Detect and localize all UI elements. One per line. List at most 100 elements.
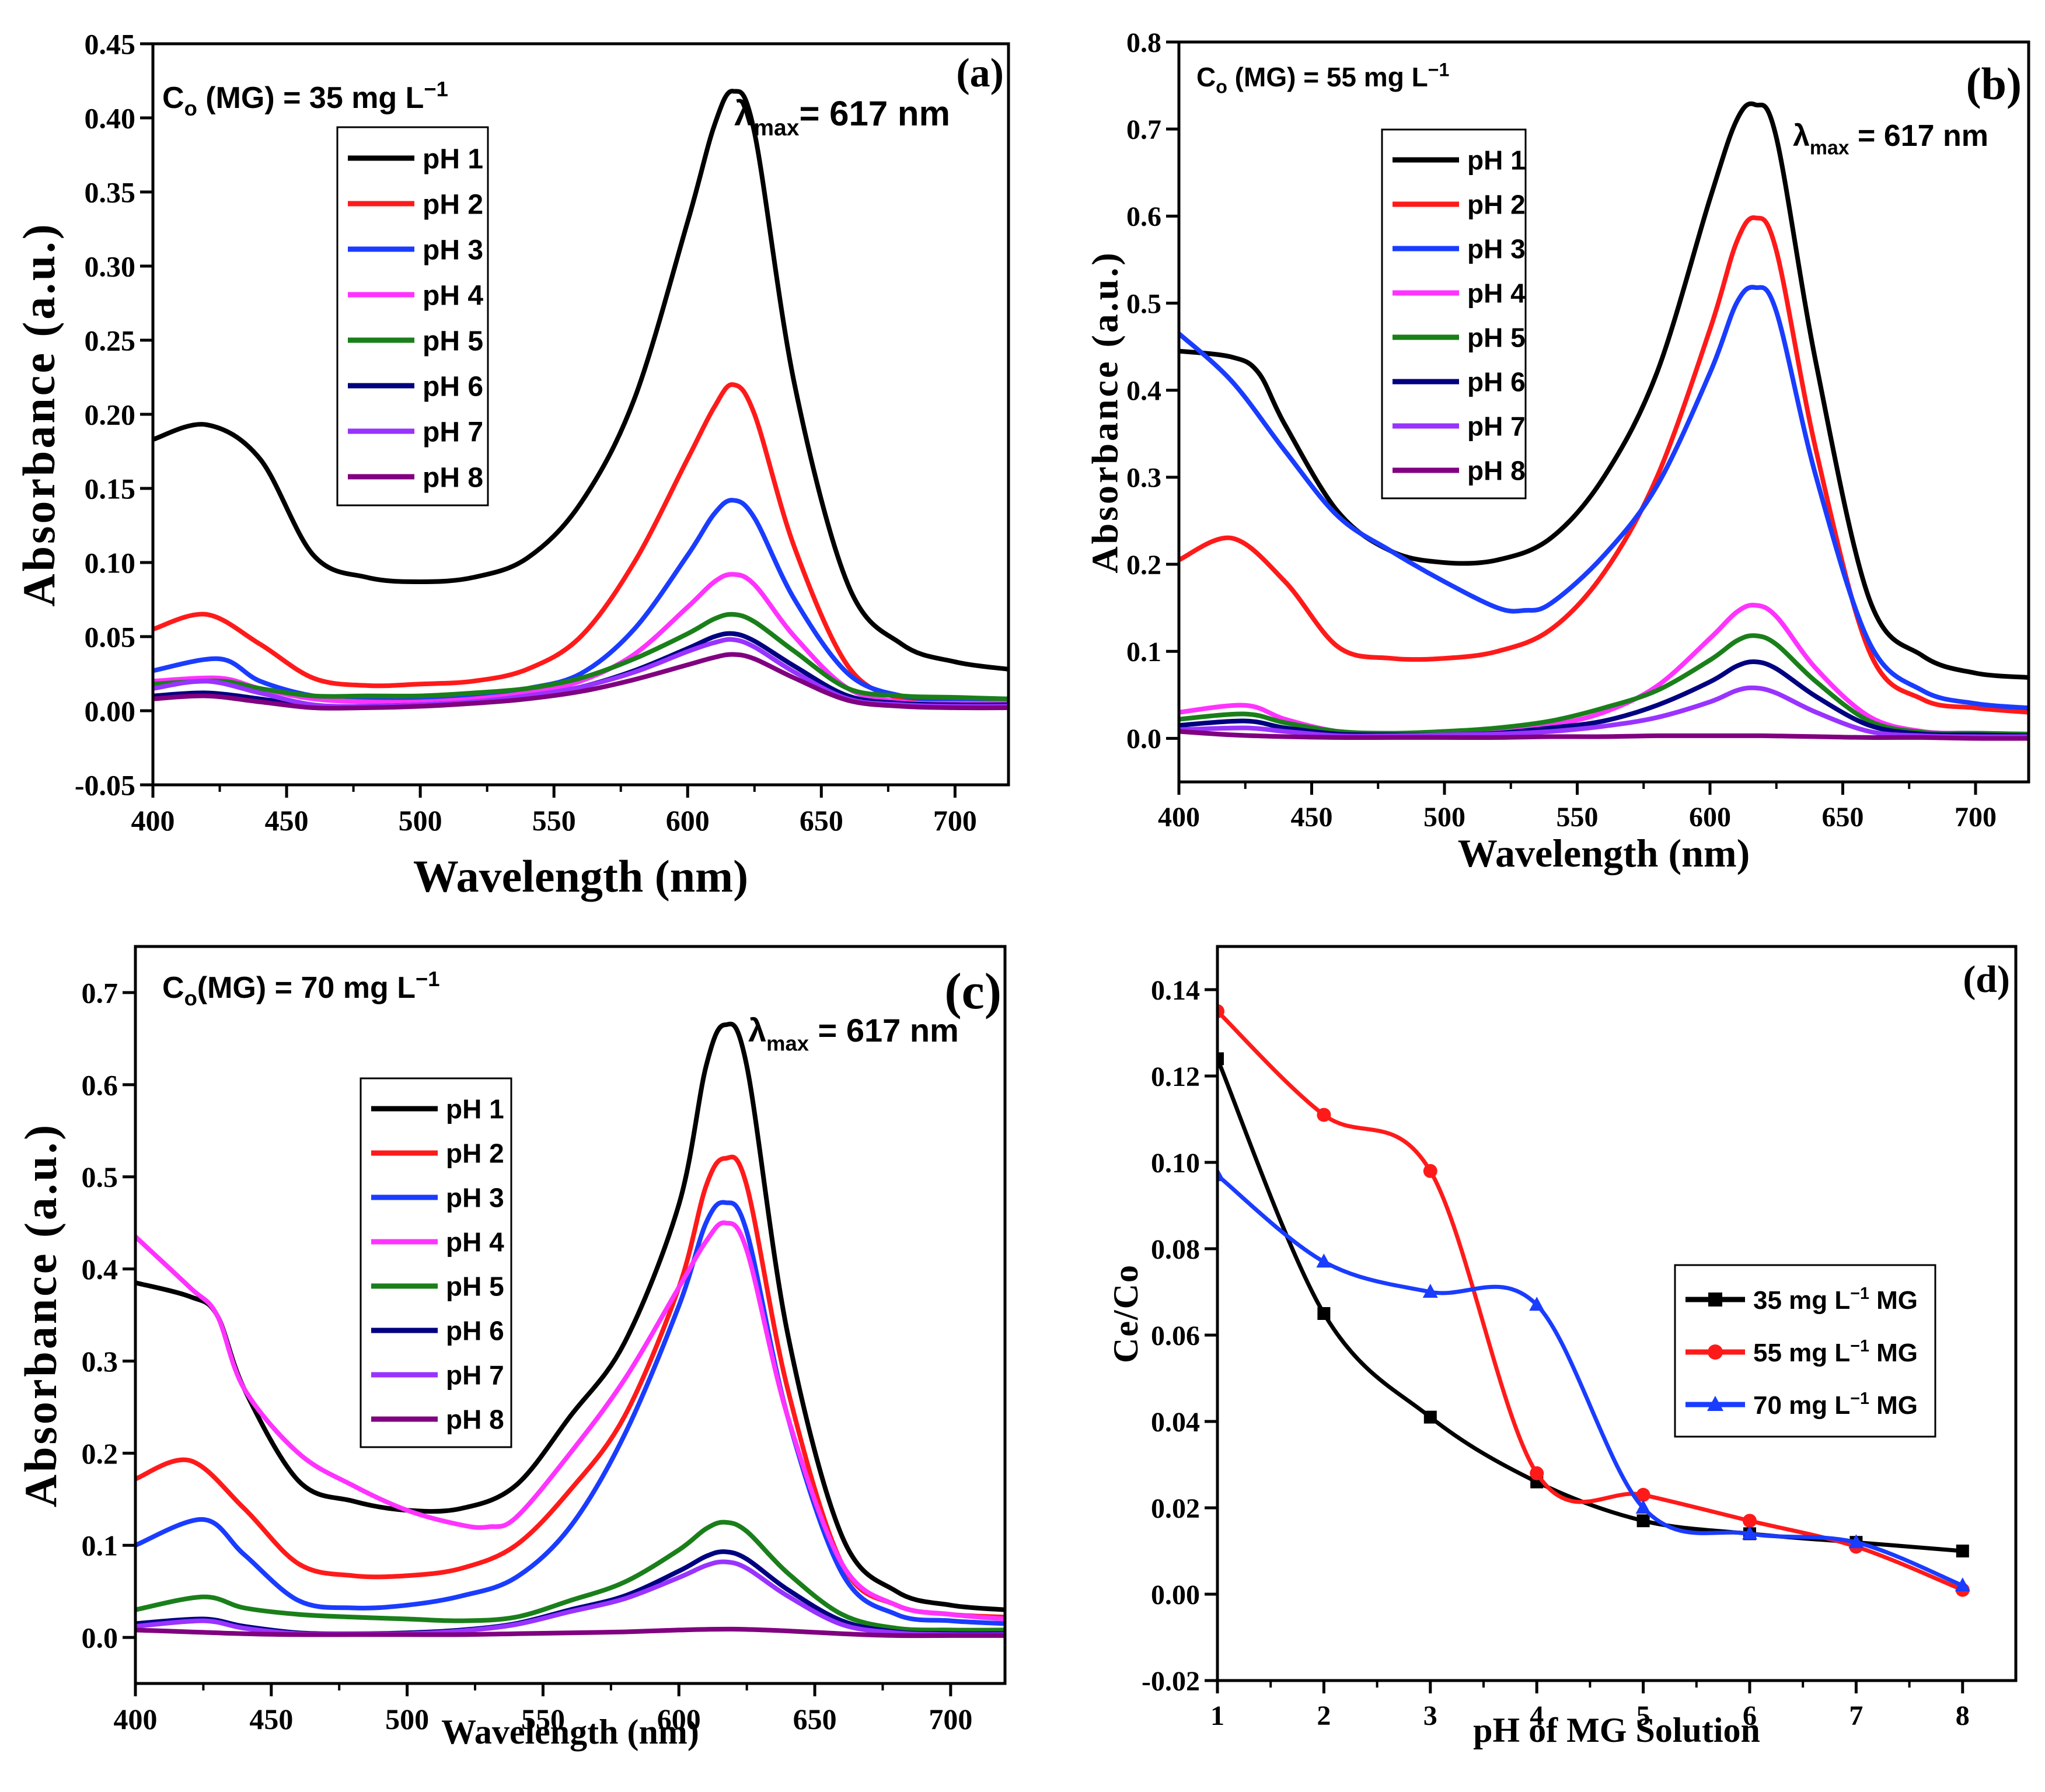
series-line-a-1 bbox=[153, 89, 1008, 672]
x-tick-label-a-2: 450 bbox=[265, 804, 309, 837]
y-tick-label-a-10: 0.40 bbox=[85, 102, 136, 135]
x-tick-label-a-4: 550 bbox=[532, 804, 576, 837]
y-tick-label-c-8: 0.7 bbox=[82, 976, 118, 1009]
y-tick-label-c-2: 0.1 bbox=[82, 1529, 118, 1562]
y-tick-label-b-7: 0.6 bbox=[1126, 201, 1161, 232]
marker-d-3-5 bbox=[1635, 1500, 1651, 1514]
series-line-c-8 bbox=[135, 1626, 1005, 1639]
y-tick-label-c-4: 0.3 bbox=[82, 1345, 118, 1378]
x-tick-label-d-7: 7 bbox=[1849, 1700, 1863, 1731]
y-tick-label-a-5: 0.15 bbox=[85, 473, 136, 505]
series-line-b-4 bbox=[1179, 602, 2029, 736]
series-line-a-3 bbox=[153, 498, 1008, 702]
y-tick-label-c-1: 0.0 bbox=[82, 1622, 118, 1654]
panel-label-b: (b) bbox=[1966, 58, 2022, 109]
x-tick-label-b-1: 400 bbox=[1158, 802, 1200, 833]
y-tick-label-d-3: 0.02 bbox=[1151, 1493, 1200, 1524]
y-tick-label-b-9: 0.8 bbox=[1126, 27, 1161, 58]
y-tick-label-b-4: 0.3 bbox=[1126, 463, 1161, 494]
y-tick-label-a-4: 0.10 bbox=[85, 547, 136, 579]
legend-d: 35 mg L−1 MG 55 mg L−1 MG 70 mg L−1 MG bbox=[1674, 1264, 1936, 1438]
legend-label-c-7: pH 7 bbox=[446, 1360, 504, 1391]
x-tick-label-c-4: 550 bbox=[521, 1703, 565, 1735]
y-tick-label-b-2: 0.1 bbox=[1126, 637, 1161, 668]
y-tick-label-a-8: 0.30 bbox=[85, 250, 136, 283]
series-line-c-2 bbox=[135, 1154, 1005, 1620]
legend-label-b-8: pH 8 bbox=[1467, 456, 1526, 486]
x-tick-label-d-3: 3 bbox=[1423, 1700, 1437, 1731]
x-tick-label-a-3: 500 bbox=[399, 804, 442, 837]
y-tick-label-d-6: 0.08 bbox=[1151, 1234, 1200, 1265]
x-tick-label-a-5: 600 bbox=[666, 804, 710, 837]
legend-label-b-2: pH 2 bbox=[1467, 190, 1526, 220]
y-tick-label-c-3: 0.2 bbox=[82, 1437, 118, 1470]
legend-label-a-8: pH 8 bbox=[423, 462, 483, 493]
legend-label-c-6: pH 6 bbox=[446, 1316, 504, 1346]
x-axis-label-d: pH of MG Solution bbox=[1473, 1711, 1760, 1749]
legend-a: pH 1 pH 2 pH 3 pH 4 pH 5 pH 6 pH 7 pH 8 bbox=[336, 126, 489, 506]
legend-marker-d-3 bbox=[1707, 1396, 1723, 1411]
legend-marker-d-2 bbox=[1708, 1344, 1723, 1360]
marker-d-3-7 bbox=[1848, 1534, 1864, 1549]
x-axis-label-b: Wavelength (nm) bbox=[1458, 831, 1750, 875]
lambda-max-annotation-a: λmax= 617 nm bbox=[734, 94, 950, 141]
legend-label-c-5: pH 5 bbox=[446, 1271, 504, 1302]
series-line-c-1 bbox=[135, 1021, 1005, 1612]
y-tick-label-a-7: 0.25 bbox=[85, 324, 136, 357]
concentration-annotation-b: Co (MG) = 55 mg L−1 bbox=[1196, 60, 1449, 97]
x-tick-label-c-2: 450 bbox=[249, 1703, 293, 1735]
y-tick-label-b-1: 0.0 bbox=[1126, 724, 1161, 754]
series-line-d-3 bbox=[1217, 1173, 1965, 1588]
x-tick-label-b-2: 450 bbox=[1291, 802, 1333, 833]
plot-frame-d bbox=[1216, 945, 2018, 1682]
marker-d-2-2 bbox=[1317, 1108, 1331, 1122]
y-tick-label-b-5: 0.4 bbox=[1126, 376, 1161, 407]
marker-d-2-6 bbox=[1743, 1514, 1757, 1528]
legend-label-b-7: pH 7 bbox=[1467, 411, 1526, 442]
legend-marker-d-1 bbox=[1708, 1293, 1722, 1307]
series-lines-c bbox=[135, 1021, 1005, 1639]
legend-label-a-4: pH 4 bbox=[423, 280, 483, 311]
marker-d-1-1 bbox=[1217, 1052, 1224, 1066]
y-axis-label-c: Absorbance (a.u.) bbox=[15, 1123, 66, 1508]
legend-label-b-5: pH 5 bbox=[1467, 323, 1526, 353]
marker-d-2-4 bbox=[1530, 1466, 1544, 1480]
y-tick-label-d-2: 0.00 bbox=[1151, 1580, 1200, 1611]
legend-label-d-2: 55 mg L−1 MG bbox=[1753, 1337, 1918, 1367]
legend-label-a-2: pH 2 bbox=[423, 189, 483, 220]
x-tick-label-a-6: 650 bbox=[800, 804, 843, 837]
x-tick-label-a-7: 700 bbox=[933, 804, 977, 837]
legend-box-c bbox=[360, 1077, 512, 1448]
y-tick-label-a-1: -0.05 bbox=[75, 769, 135, 802]
x-tick-label-d-4: 4 bbox=[1530, 1700, 1544, 1731]
y-tick-label-a-9: 0.35 bbox=[85, 176, 136, 209]
legend-label-a-6: pH 6 bbox=[423, 371, 483, 402]
marker-d-2-3 bbox=[1423, 1164, 1437, 1178]
panel-label-a: (a) bbox=[956, 51, 1004, 96]
legend-label-c-8: pH 8 bbox=[446, 1405, 504, 1435]
series-line-b-5 bbox=[1179, 633, 2029, 736]
x-tick-label-b-4: 550 bbox=[1557, 802, 1599, 833]
legend-label-b-6: pH 6 bbox=[1467, 367, 1526, 397]
series-line-b-3 bbox=[1179, 285, 2029, 711]
series-lines-b bbox=[1179, 101, 2029, 741]
legend-box-a bbox=[336, 126, 489, 506]
x-tick-label-b-3: 500 bbox=[1423, 802, 1465, 833]
y-tick-label-d-5: 0.06 bbox=[1151, 1321, 1200, 1351]
marker-d-3-1 bbox=[1217, 1167, 1225, 1182]
x-tick-label-c-7: 700 bbox=[929, 1703, 972, 1735]
x-tick-label-b-5: 600 bbox=[1689, 802, 1731, 833]
marker-d-2-1 bbox=[1217, 1004, 1224, 1018]
series-lines-d bbox=[1217, 1004, 1970, 1597]
legend-label-d-3: 70 mg L−1 MG bbox=[1753, 1389, 1918, 1420]
marker-d-1-2 bbox=[1317, 1307, 1331, 1320]
legend-label-a-5: pH 5 bbox=[423, 326, 483, 357]
legend-label-b-3: pH 3 bbox=[1467, 234, 1526, 264]
y-tick-label-a-2: 0.00 bbox=[85, 695, 136, 728]
legend-label-c-3: pH 3 bbox=[446, 1183, 504, 1213]
y-tick-label-d-7: 0.10 bbox=[1151, 1148, 1200, 1179]
concentration-annotation-a: Co (MG) = 35 mg L−1 bbox=[162, 77, 448, 120]
series-line-c-5 bbox=[135, 1519, 1005, 1633]
legend-label-c-2: pH 2 bbox=[446, 1138, 504, 1169]
x-tick-label-c-6: 650 bbox=[793, 1703, 837, 1735]
